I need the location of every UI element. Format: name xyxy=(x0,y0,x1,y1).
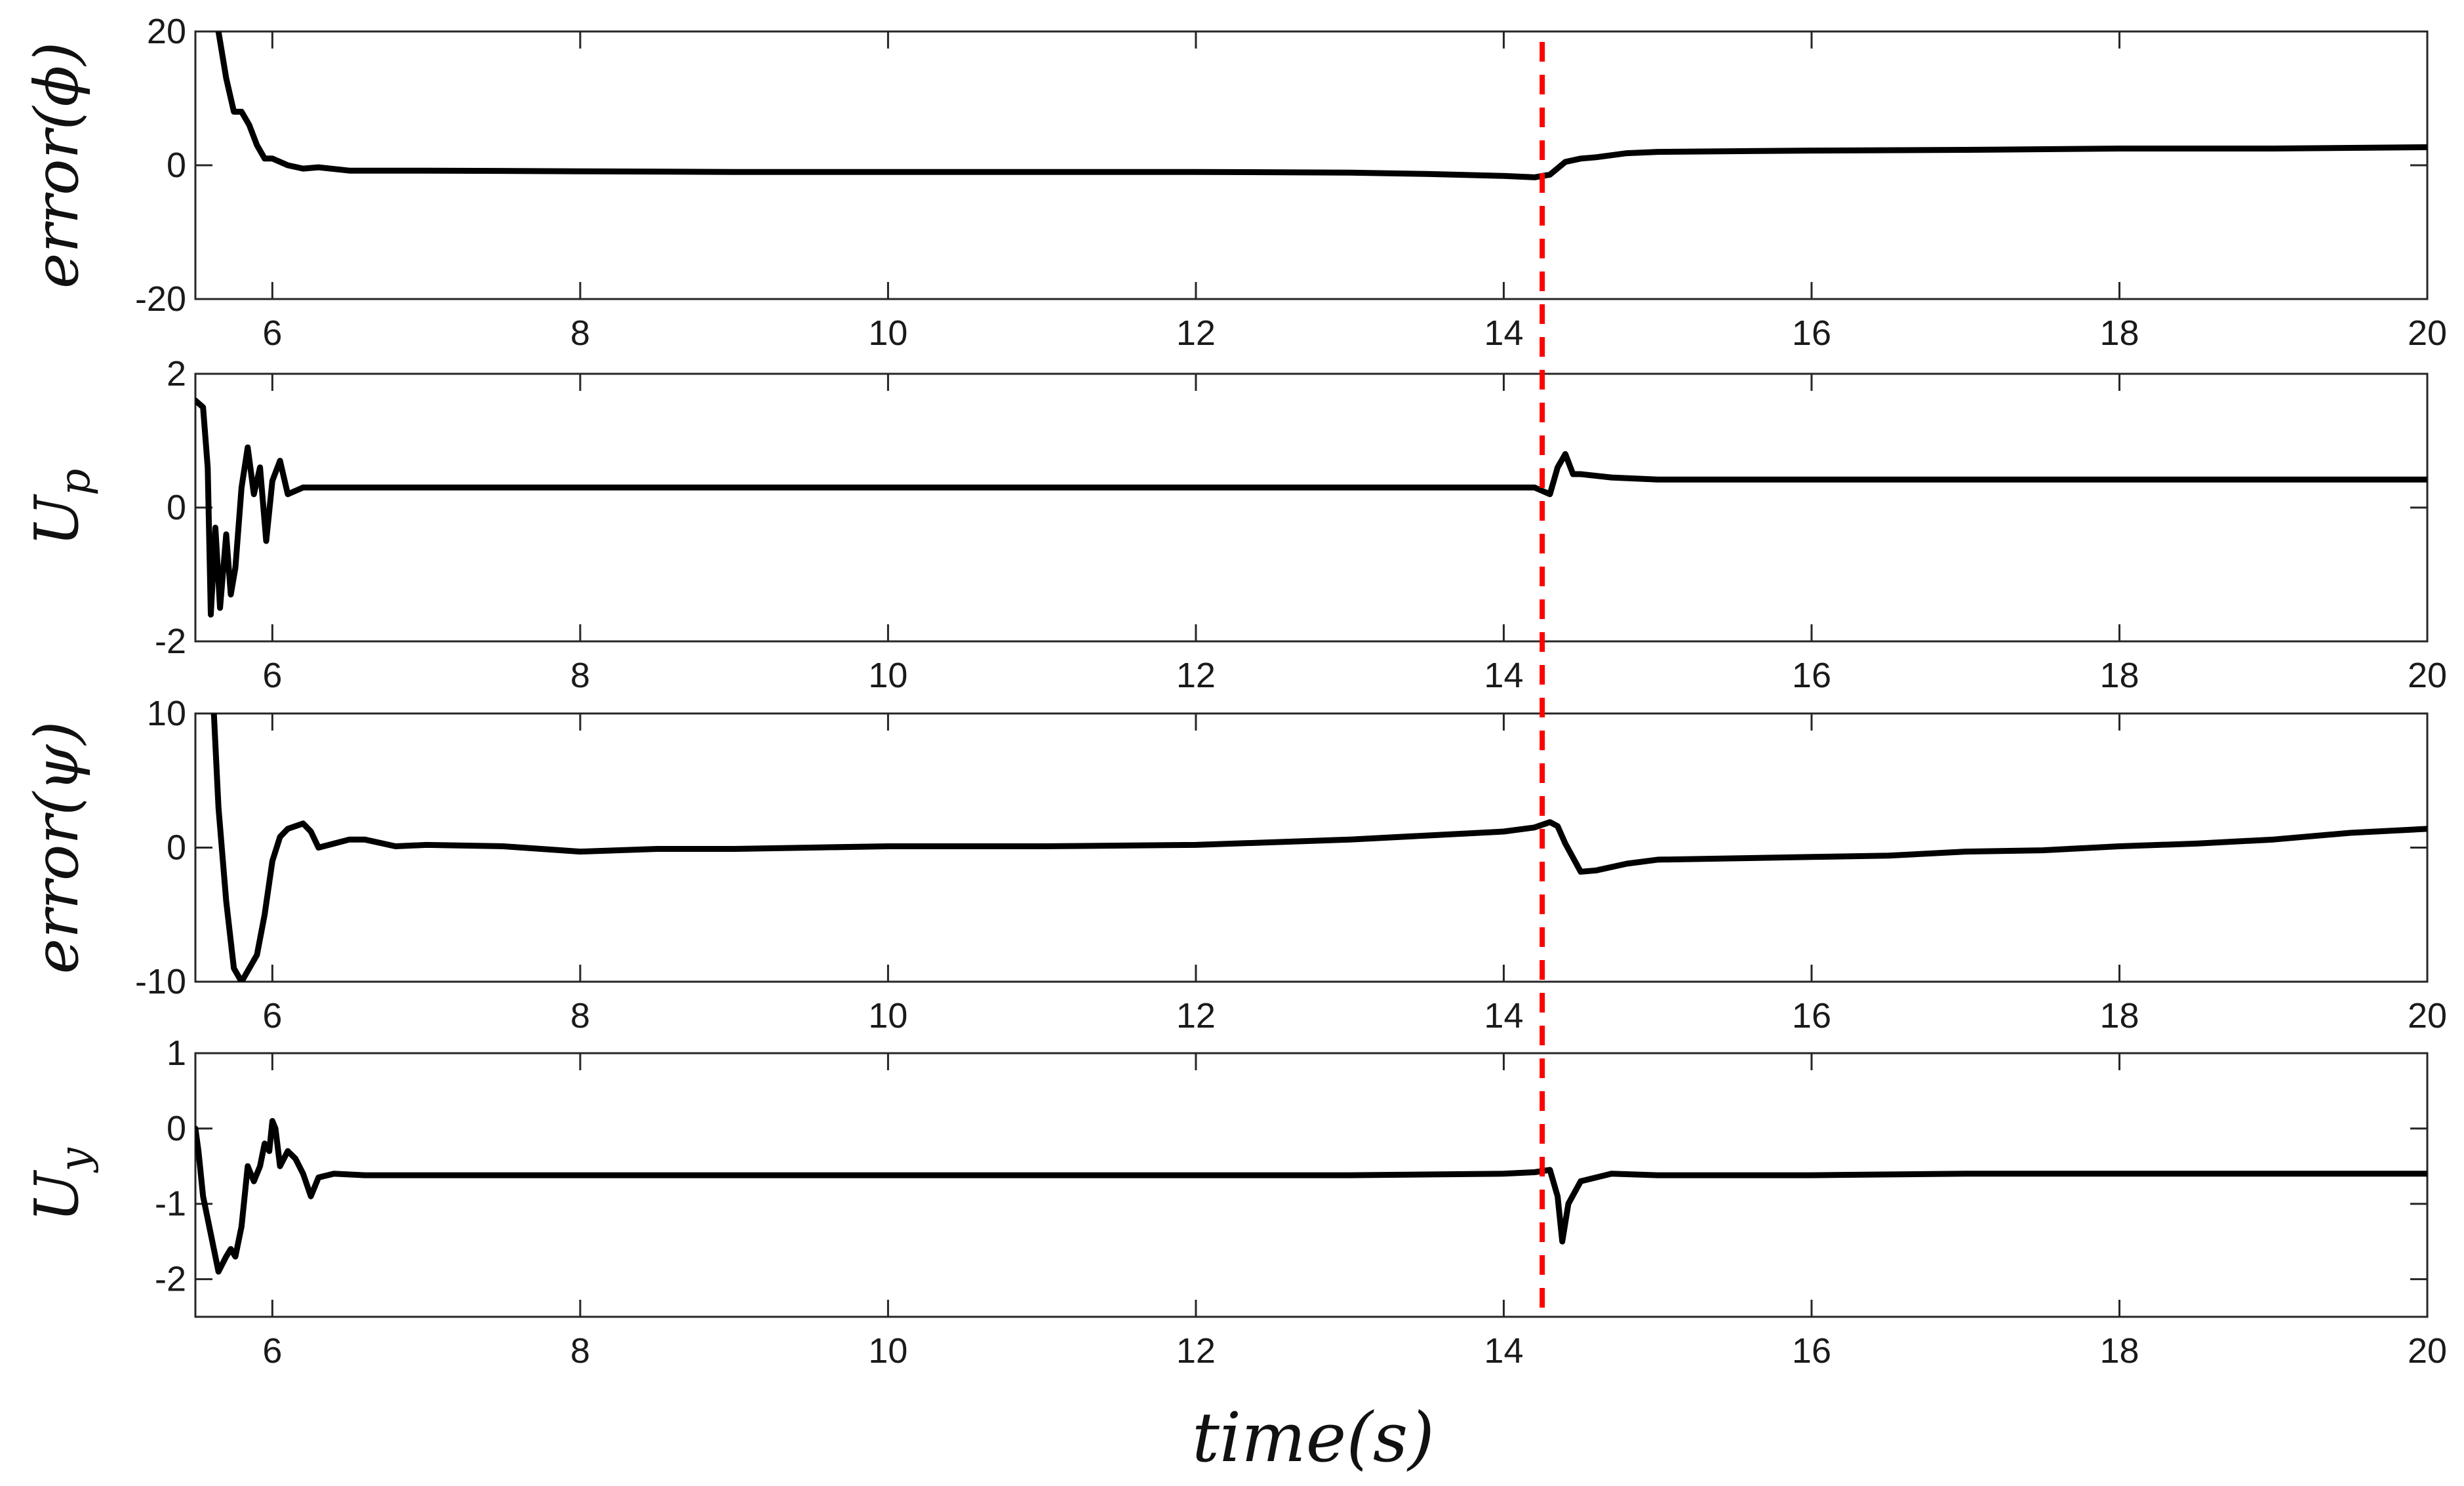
x-tick-label: 18 xyxy=(2099,313,2139,353)
x-tick-label: 16 xyxy=(1792,656,1831,695)
y-tick-label: -1 xyxy=(155,1184,186,1224)
panel-4-series-line xyxy=(195,1117,2427,1275)
x-tick-label: 18 xyxy=(2099,996,2139,1035)
panel-4: 6 8 10 12 14 16 18 20 -2 -1 0 1 Uy xyxy=(22,1034,2447,1371)
y-tick-label: -20 xyxy=(135,279,186,319)
y-tick-label: 0 xyxy=(167,828,186,868)
x-tick-label: 10 xyxy=(868,1331,907,1371)
x-tick-label: 8 xyxy=(570,996,590,1035)
x-tick-label: 16 xyxy=(1792,996,1831,1035)
x-tick-label: 16 xyxy=(1792,313,1831,353)
x-tick-label: 12 xyxy=(1176,1331,1216,1371)
x-tick-label: 10 xyxy=(868,313,907,353)
x-tick-label: 10 xyxy=(868,996,907,1035)
y-tick-label: 1 xyxy=(167,1034,186,1073)
y-tick-label: 0 xyxy=(167,1109,186,1148)
panel-2-y-axis-label: Up xyxy=(22,469,100,547)
x-tick-label: 20 xyxy=(2408,313,2447,353)
panel-2-axes xyxy=(194,372,2429,643)
panel-2: 6 8 10 12 14 16 18 20 -2 0 2 Up xyxy=(22,354,2447,695)
panel-2-series-line xyxy=(195,397,2427,618)
x-tick-label: 20 xyxy=(2408,1331,2447,1371)
x-tick-label: 14 xyxy=(1484,996,1523,1035)
x-tick-label: 20 xyxy=(2408,656,2447,695)
x-tick-label: 6 xyxy=(262,1331,282,1371)
y-tick-label: -2 xyxy=(155,1260,186,1299)
x-tick-label: 10 xyxy=(868,656,907,695)
y-tick-label: 0 xyxy=(167,146,186,185)
x-tick-label: 12 xyxy=(1176,656,1216,695)
x-axis-label: time(s) xyxy=(1192,1397,1435,1477)
x-tick-label: 18 xyxy=(2099,656,2139,695)
x-tick-label: 8 xyxy=(570,1331,590,1371)
panel-4-y-axis-label: Uy xyxy=(22,1147,100,1222)
x-tick-label: 8 xyxy=(570,656,590,695)
panel-3-y-axis-label: error(ψ) xyxy=(22,721,92,974)
x-tick-label: 12 xyxy=(1176,996,1216,1035)
panel-3: 6 8 10 12 14 16 18 20 -10 0 10 error(ψ) xyxy=(22,694,2447,1035)
panel-1-y-axis-label: error(ϕ) xyxy=(22,42,92,289)
y-tick-label: -2 xyxy=(155,622,186,661)
x-tick-label: 6 xyxy=(262,996,282,1035)
y-tick-label: 20 xyxy=(147,12,186,51)
x-tick-label: 14 xyxy=(1484,1331,1523,1371)
panel-3-series-line xyxy=(210,713,2427,982)
panel-1-axes xyxy=(194,30,2429,300)
y-tick-label: -10 xyxy=(135,962,186,1001)
x-tick-label: 18 xyxy=(2099,1331,2139,1371)
y-tick-label: 0 xyxy=(167,488,186,527)
x-tick-label: 16 xyxy=(1792,1331,1831,1371)
y-tick-label: 2 xyxy=(167,354,186,393)
x-tick-label: 6 xyxy=(262,313,282,353)
x-tick-label: 14 xyxy=(1484,313,1523,353)
x-tick-label: 12 xyxy=(1176,313,1216,353)
panel-4-axes xyxy=(194,1052,2429,1318)
panel-1-series-line xyxy=(215,31,2427,180)
y-tick-label: 10 xyxy=(147,694,186,733)
x-tick-label: 6 xyxy=(262,656,282,695)
x-tick-label: 14 xyxy=(1484,656,1523,695)
panel-1: 6 8 10 12 14 16 18 20 -20 0 20 error(ϕ) xyxy=(22,12,2447,353)
x-tick-label: 20 xyxy=(2408,996,2447,1035)
x-tick-label: 8 xyxy=(570,313,590,353)
